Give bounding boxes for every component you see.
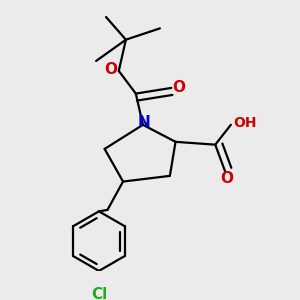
Text: N: N (138, 115, 151, 130)
Text: OH: OH (233, 116, 257, 130)
Text: O: O (220, 171, 233, 186)
Text: O: O (104, 62, 117, 77)
Text: Cl: Cl (91, 287, 107, 300)
Text: O: O (173, 80, 186, 95)
